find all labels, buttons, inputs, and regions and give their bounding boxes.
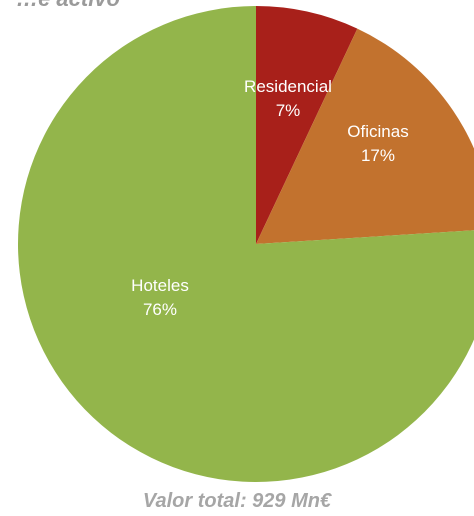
slice-label-hoteles: Hoteles 76% bbox=[131, 274, 189, 322]
slice-name: Hoteles bbox=[131, 276, 189, 295]
slice-label-residencial: Residencial 7% bbox=[244, 75, 332, 123]
slice-label-oficinas: Oficinas 17% bbox=[347, 120, 408, 168]
total-value-note: Valor total: 929 Mn€ bbox=[142, 490, 332, 512]
pie-slice-hoteles bbox=[18, 6, 474, 482]
chart-title: …e activo bbox=[0, 0, 120, 12]
pie-slice-residencial bbox=[256, 6, 358, 244]
slice-percent: 76% bbox=[142, 300, 178, 319]
slice-percent: 17% bbox=[360, 146, 396, 165]
slice-name: Oficinas bbox=[347, 122, 409, 141]
slice-percent: 7% bbox=[275, 101, 301, 120]
slice-name: Residencial bbox=[244, 77, 332, 96]
pie-slice-oficinas bbox=[256, 28, 474, 244]
